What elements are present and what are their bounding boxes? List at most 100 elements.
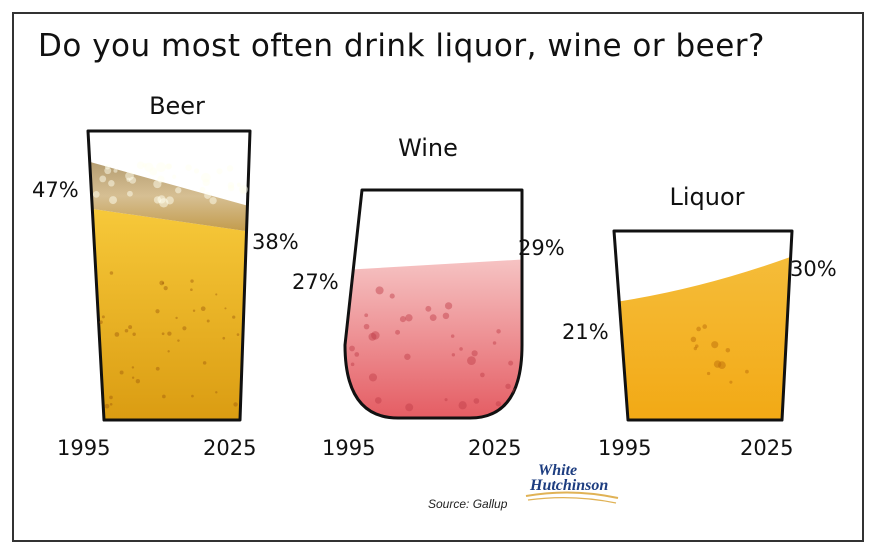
bubble: [233, 402, 238, 407]
bubble: [371, 331, 380, 340]
bubble: [202, 178, 210, 187]
bubble: [172, 174, 177, 179]
bubble: [167, 350, 170, 353]
bubble: [104, 167, 112, 175]
bubble: [395, 329, 401, 335]
bubble: [241, 188, 247, 193]
bubble: [132, 332, 136, 336]
bubble: [175, 316, 178, 320]
bubble: [404, 353, 411, 360]
bubble: [216, 168, 223, 175]
bubble: [149, 167, 158, 176]
bubble: [129, 176, 137, 184]
wine-series-label: Wine: [398, 134, 458, 162]
beer-value-1995: 47%: [32, 178, 79, 202]
beer-series-label: Beer: [149, 92, 205, 120]
bubble: [444, 302, 453, 310]
bubble: [128, 325, 133, 330]
bubble: [711, 341, 719, 349]
bubble: [114, 332, 120, 337]
bubble: [109, 196, 118, 205]
bubble: [473, 398, 480, 404]
beer-glass-outline: [86, 129, 252, 422]
bubble: [405, 403, 414, 412]
bubble: [405, 314, 413, 322]
bubbles-layer: [92, 161, 749, 412]
bubble: [695, 344, 699, 348]
bubble: [161, 332, 165, 336]
liquor-value-2025: 30%: [790, 257, 837, 281]
bubble: [429, 314, 437, 321]
liquor-x-1995: 1995: [598, 436, 651, 460]
bubble: [190, 279, 194, 283]
bubble: [496, 329, 501, 334]
bubble: [161, 282, 165, 285]
bubble: [142, 163, 147, 168]
bubble: [209, 197, 217, 205]
bubble: [368, 373, 378, 382]
bubble: [177, 339, 180, 342]
wine-x-2025: 2025: [468, 436, 521, 460]
bubble: [471, 350, 478, 357]
bubble: [159, 280, 165, 286]
bubble: [101, 315, 105, 319]
wine-value-2025: 29%: [518, 236, 565, 260]
bubble: [236, 333, 240, 336]
bubble: [451, 353, 456, 357]
bubble: [175, 187, 182, 194]
logo-swoosh: [525, 491, 619, 504]
liquor-liquid: [614, 253, 792, 420]
wine-x-1995: 1995: [322, 436, 375, 460]
bubble: [350, 362, 355, 367]
bubble: [127, 190, 133, 197]
bubble: [109, 271, 114, 275]
bubble: [745, 369, 749, 374]
beer-x-2025: 2025: [203, 436, 256, 460]
bubble: [508, 360, 514, 366]
bubble: [458, 401, 467, 410]
liquor-series-label: Liquor: [669, 183, 744, 211]
bubble: [232, 315, 236, 319]
bubble: [136, 161, 145, 170]
bubble: [193, 168, 200, 174]
bubble: [442, 312, 450, 320]
bubble: [163, 286, 168, 291]
bubble: [92, 191, 100, 198]
bubble: [349, 345, 355, 352]
bubble: [690, 336, 697, 343]
bubble: [192, 309, 196, 312]
bubble: [236, 182, 242, 187]
bubble: [725, 347, 731, 353]
wine-group: Wine 27% 29% 1995 2025: [292, 134, 565, 460]
bubble: [202, 361, 207, 365]
bubble: [227, 184, 235, 192]
wine-liquid: [345, 259, 522, 418]
bubble: [167, 331, 172, 336]
liquor-x-2025: 2025: [740, 436, 793, 460]
bubble: [190, 288, 193, 292]
bubble: [363, 323, 370, 330]
wine-glass-outline: [343, 188, 524, 420]
bubble: [215, 293, 218, 296]
bubble: [135, 378, 141, 384]
bubble: [467, 356, 476, 365]
bubble: [108, 180, 115, 187]
bubble: [155, 366, 160, 371]
bubble: [206, 319, 210, 323]
bubble: [113, 168, 118, 173]
bubble: [226, 165, 234, 172]
bubble: [99, 175, 107, 183]
bubble: [124, 329, 129, 333]
bubble: [354, 352, 360, 357]
bubble: [109, 395, 113, 400]
beer-group: Beer 47% 38% 1995 2025: [32, 92, 299, 460]
bubble: [224, 307, 227, 310]
bubble: [199, 186, 206, 193]
white-hutchinson-logo: White Hutchinson: [522, 462, 622, 514]
bubble: [222, 336, 226, 340]
bubble: [162, 394, 166, 399]
bubble: [99, 320, 103, 324]
bubble: [131, 376, 135, 379]
bubble: [459, 347, 463, 351]
bubble: [729, 380, 733, 384]
